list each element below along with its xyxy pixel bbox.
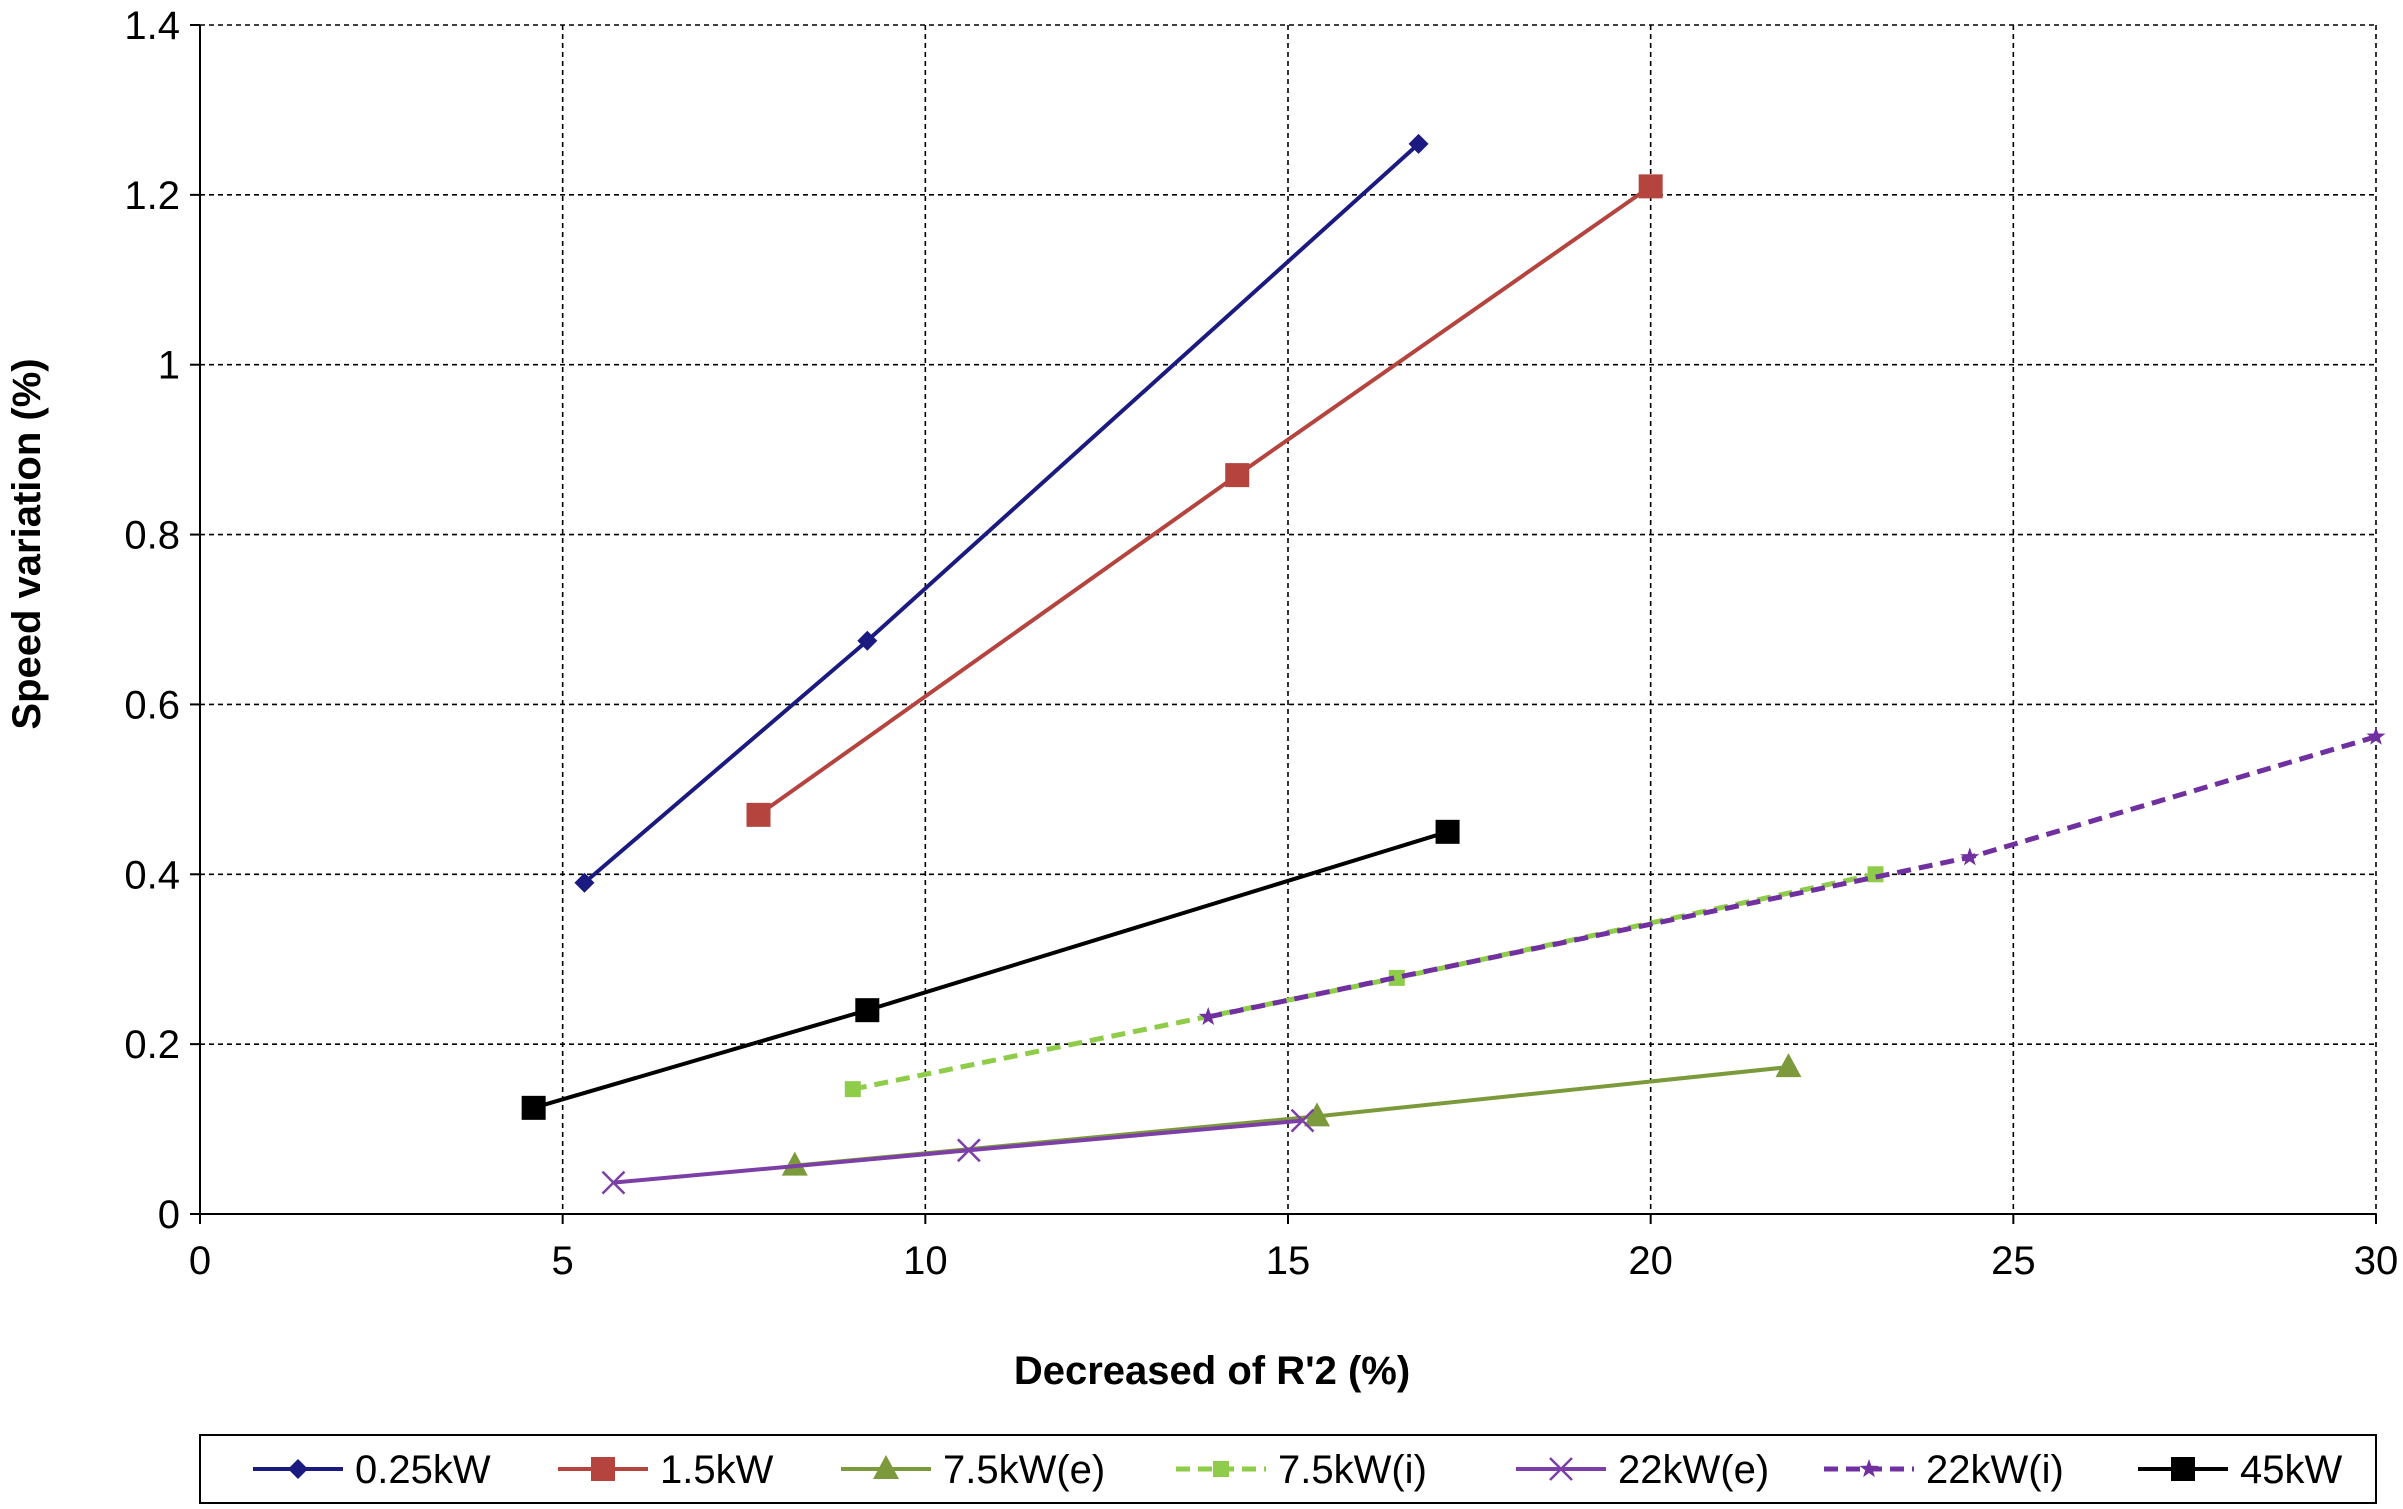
series-7.5kW(e) <box>781 1053 1802 1176</box>
x-tick-label: 10 <box>903 1239 948 1283</box>
legend-marker-7.5kW(i) <box>1213 1461 1229 1477</box>
data-point-1.5kW <box>1225 463 1250 488</box>
y-tick-label: 0.6 <box>124 683 180 727</box>
data-point-0.25kW <box>1408 133 1429 154</box>
grid <box>200 24 2377 1214</box>
legend-label-1.5kW: 1.5kW <box>660 1448 774 1492</box>
legend-marker-22kW(e) <box>1549 1457 1573 1481</box>
data-point-7.5kW(i) <box>844 1081 861 1098</box>
y-tick-label: 1.2 <box>124 174 180 218</box>
x-tick-label: 30 <box>2354 1239 2399 1283</box>
data-point-45kW <box>855 998 880 1023</box>
x-tick-label: 0 <box>189 1239 211 1283</box>
data-point-22kW(i) <box>1198 1006 1218 1026</box>
series-22kW(i) <box>1198 726 2386 1026</box>
series-line-45kW <box>533 829 1449 1110</box>
marker-stroke <box>956 1138 981 1163</box>
data-point-7.5kW(e) <box>781 1151 808 1176</box>
series-line-1.5kW <box>757 184 1652 817</box>
y-tick-label: 0.4 <box>124 853 180 897</box>
x-tick-label: 20 <box>1628 1239 1673 1283</box>
legend-label-22kW(i): 22kW(i) <box>1926 1448 2064 1492</box>
legend-marker-7.5kW(e) <box>873 1455 899 1479</box>
legend-label-7.5kW(i): 7.5kW(i) <box>1278 1448 1427 1492</box>
y-axis-title: Speed variation (%) <box>5 358 49 729</box>
legend-label-45kW: 45kW <box>2240 1448 2342 1492</box>
data-point-7.5kW(i) <box>1388 969 1405 986</box>
legend: 0.25kW 1.5kW 7.5kW(e) 7.5kW(i) 22kW(e) 22kW(i… <box>199 1434 2377 1504</box>
data-point-22kW(i) <box>1960 847 1980 866</box>
axes <box>190 24 2377 1224</box>
series-line-22kW(e) <box>613 1118 1303 1185</box>
data-point-45kW <box>1435 819 1460 844</box>
legend-marker-22kW(i) <box>1859 1459 1879 1478</box>
data-point-7.5kW(e) <box>1775 1053 1802 1078</box>
legend-label-0.25kW: 0.25kW <box>355 1448 491 1492</box>
data-point-0.25kW <box>574 872 595 893</box>
marker-stroke <box>601 1170 626 1195</box>
series-group <box>521 133 2386 1195</box>
legend-label-22kW(e): 22kW(e) <box>1618 1448 1769 1492</box>
x-tick-label: 5 <box>552 1239 574 1283</box>
series-22kW(e) <box>601 1108 1315 1195</box>
y-tick-label: 0 <box>158 1193 180 1237</box>
series-line-0.25kW <box>583 142 1420 885</box>
data-point-1.5kW <box>746 802 771 827</box>
x-tick-label: 15 <box>1266 1239 1311 1283</box>
series-0.25kW <box>574 133 1429 893</box>
data-point-22kW(e) <box>601 1170 626 1195</box>
data-point-0.25kW <box>857 630 878 651</box>
x-tick-labels: 0 5 10 15 20 25 30 <box>189 1239 2398 1283</box>
series-1.5kW <box>746 174 1663 827</box>
y-tick-label: 0.2 <box>124 1023 180 1067</box>
y-tick-label: 1.4 <box>124 4 180 48</box>
data-point-45kW <box>521 1095 546 1120</box>
legend-marker-1.5kW <box>591 1457 615 1481</box>
data-point-7.5kW(e) <box>1304 1102 1331 1127</box>
y-tick-label: 1 <box>158 344 180 388</box>
x-axis-title: Decreased of R'2 (%) <box>1014 1349 1410 1393</box>
legend-label-7.5kW(e): 7.5kW(e) <box>943 1448 1105 1492</box>
data-point-1.5kW <box>1638 174 1663 199</box>
legend-marker-0.25kW <box>288 1459 308 1479</box>
series-45kW <box>521 819 1460 1120</box>
data-point-22kW(i) <box>2366 726 2386 745</box>
y-tick-labels: 0 0.2 0.4 0.6 0.8 1 1.2 1.4 <box>124 4 180 1237</box>
x-tick-label: 25 <box>1991 1239 2036 1283</box>
series-line-22kW(i) <box>1207 734 2377 1020</box>
data-point-22kW(e) <box>1290 1108 1315 1133</box>
data-point-22kW(e) <box>956 1138 981 1163</box>
marker-stroke <box>1290 1108 1315 1133</box>
legend-marker-45kW <box>2171 1457 2195 1481</box>
marker-stroke <box>1549 1457 1573 1481</box>
y-tick-label: 0.8 <box>124 514 180 558</box>
